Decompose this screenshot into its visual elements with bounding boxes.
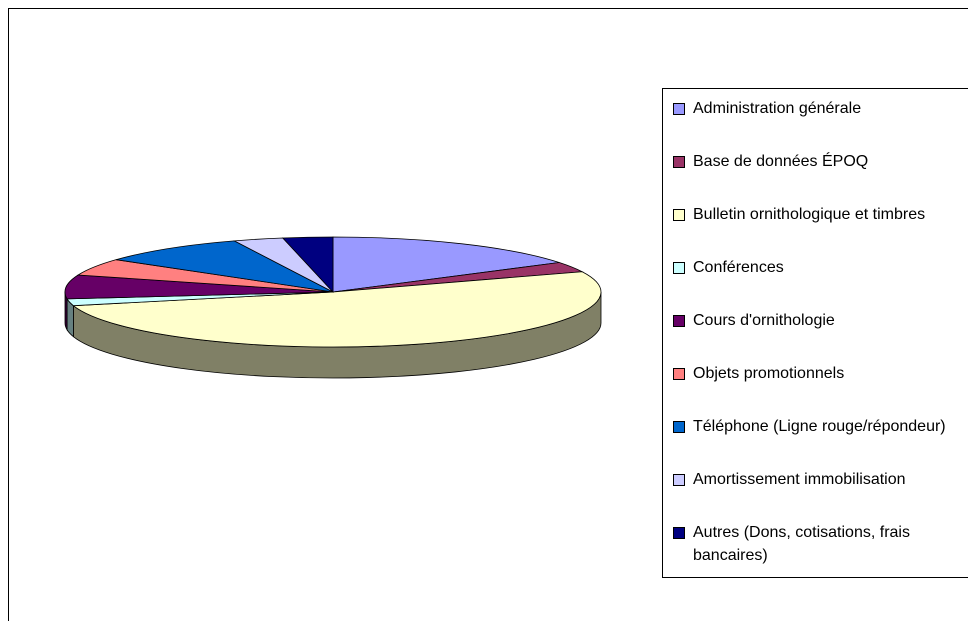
legend-entry: Amortissement immobilisation bbox=[673, 468, 953, 491]
pie-slice bbox=[332, 236, 560, 293]
legend-label: Cours d'ornithologie bbox=[693, 312, 835, 329]
legend-label: Administration générale bbox=[693, 100, 862, 117]
legend-entry: Administration générale bbox=[673, 97, 953, 120]
legend-swatch bbox=[673, 209, 685, 221]
legend-swatch bbox=[673, 421, 685, 433]
legend-label: Objets promotionnels bbox=[693, 365, 845, 382]
legend-entry: Objets promotionnels bbox=[673, 362, 953, 385]
legend-swatch bbox=[673, 156, 685, 168]
pie-slice bbox=[116, 240, 334, 293]
legend-entry: Téléphone (Ligne rouge/répondeur) bbox=[673, 415, 953, 438]
legend-label: Conférences bbox=[693, 259, 784, 276]
legend-entry: Base de données ÉPOQ bbox=[673, 150, 953, 173]
pie-slice bbox=[72, 271, 602, 348]
legend-swatch bbox=[673, 474, 685, 486]
legend-swatch bbox=[673, 527, 685, 539]
legend-entry: Bulletin ornithologique et timbres bbox=[673, 203, 953, 226]
legend-label: Amortissement immobilisation bbox=[693, 471, 906, 488]
legend-label: Téléphone (Ligne rouge/répondeur) bbox=[693, 418, 946, 435]
legend-swatch bbox=[673, 315, 685, 327]
legend-label: Base de données ÉPOQ bbox=[693, 153, 869, 170]
chart-frame bbox=[8, 8, 968, 621]
legend-entry: Autres (Dons, cotisations, frais bancair… bbox=[673, 521, 953, 567]
legend-entry: Conférences bbox=[673, 256, 953, 279]
pie-slice bbox=[281, 236, 334, 294]
legend-swatch bbox=[673, 103, 685, 115]
pie-slice bbox=[64, 274, 334, 300]
legend-swatch bbox=[673, 262, 685, 274]
legend: Administration générale Base de données É… bbox=[662, 88, 968, 578]
legend-label: Bulletin ornithologique et timbres bbox=[693, 206, 926, 223]
legend-entry: Cours d'ornithologie bbox=[673, 309, 953, 332]
legend-swatch bbox=[673, 368, 685, 380]
legend-label: Autres (Dons, cotisations, frais bancair… bbox=[693, 524, 910, 564]
